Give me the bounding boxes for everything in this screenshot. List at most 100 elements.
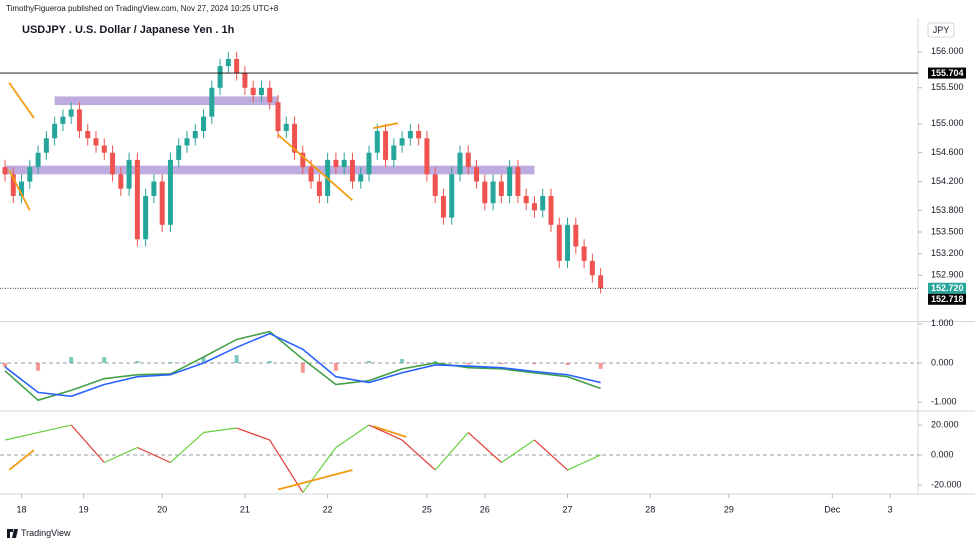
brand: TradingView	[21, 528, 71, 538]
candle-body	[19, 181, 25, 196]
candle-body	[35, 152, 41, 168]
histogram-bar	[69, 357, 74, 363]
oscillator-segment	[368, 424, 403, 441]
y-tick-label: 153.200	[931, 248, 964, 258]
y-tick-label: 154.200	[931, 176, 964, 186]
candle-body	[225, 58, 231, 67]
x-tick-label: 29	[724, 504, 734, 514]
price-label-box	[928, 293, 966, 305]
candle-body	[43, 138, 49, 153]
candle-body	[498, 181, 504, 196]
macd-line	[4, 330, 601, 402]
y-tick-label: 153.800	[931, 205, 964, 215]
y-tick-label: -20.000	[931, 479, 962, 489]
candle-body	[184, 138, 190, 146]
trendline	[277, 469, 353, 491]
price-label: 152.720	[931, 283, 964, 293]
candle-body	[250, 87, 256, 95]
price-label-box	[928, 67, 966, 79]
histogram-bar	[466, 362, 471, 365]
oscillator-segment	[534, 439, 568, 471]
candle-body	[424, 138, 430, 175]
histogram-bar	[433, 361, 438, 363]
oscillator-segment	[302, 447, 337, 493]
histogram-bar	[36, 362, 41, 371]
histogram-bar	[300, 362, 305, 373]
x-tick-label: 3	[888, 504, 893, 514]
candle-body	[507, 167, 513, 196]
candle-body	[449, 174, 455, 218]
x-tick-label: 20	[157, 504, 167, 514]
y-tick-label: 152.900	[931, 270, 964, 280]
oscillator-segment	[236, 427, 270, 441]
oscillator-segment	[501, 439, 535, 463]
x-tick-label: 25	[422, 504, 432, 514]
candle-body	[234, 58, 240, 74]
candle-body	[76, 109, 82, 132]
oscillator-segment	[434, 432, 469, 471]
candle-body	[366, 152, 372, 175]
x-tick-label: 27	[563, 504, 573, 514]
oscillator-segment	[104, 446, 138, 464]
candle-body	[465, 152, 471, 168]
price-label-box	[928, 282, 966, 294]
candle-body	[482, 181, 488, 204]
oscillator-segment	[170, 432, 204, 463]
candle-body	[151, 181, 157, 196]
oscillator-segment	[401, 439, 436, 471]
candle-body	[10, 174, 16, 196]
candle-body	[300, 152, 306, 168]
candle-body	[391, 145, 397, 160]
trendline	[8, 169, 31, 211]
candle-body	[457, 152, 463, 175]
zone	[54, 96, 278, 106]
candle-body	[556, 224, 562, 261]
oscillator-segment	[4, 431, 39, 441]
histogram-bar	[234, 355, 239, 363]
chart-title: USDJPY . U.S. Dollar / Japanese Yen . 1h	[22, 24, 235, 36]
candle-body	[515, 167, 521, 196]
x-tick-label: 26	[480, 504, 490, 514]
y-tick-label: 153.500	[931, 226, 964, 236]
candle-body	[316, 181, 322, 196]
y-tick-label: 154.600	[931, 147, 964, 157]
candle-body	[341, 159, 347, 168]
candle-body	[374, 131, 380, 153]
y-tick-label: -1.000	[931, 397, 957, 407]
candle-body	[159, 181, 165, 225]
candle-body	[581, 246, 587, 261]
histogram-bar	[565, 362, 570, 365]
candle-body	[598, 275, 604, 289]
y-tick-label: 155.000	[931, 118, 964, 128]
candle-body	[267, 87, 273, 103]
brand-logo	[7, 529, 18, 538]
y-tick-label: 156.000	[931, 46, 964, 56]
histogram-bar	[499, 362, 504, 365]
histogram-bar	[400, 359, 405, 363]
histogram-bar	[333, 362, 338, 371]
candle-body	[52, 123, 58, 139]
x-tick-label: 28	[645, 504, 655, 514]
candle-body	[292, 123, 298, 153]
histogram-bar	[102, 357, 107, 363]
oscillator-segment	[467, 432, 502, 463]
candle-body	[201, 116, 207, 132]
candle-body	[383, 131, 389, 160]
candle-body	[565, 224, 571, 261]
candle-body	[275, 102, 281, 132]
histogram-bar	[367, 361, 371, 363]
price-label: 155.704	[931, 68, 964, 78]
candle-body	[358, 174, 364, 182]
y-tick-label: 1.000	[931, 318, 954, 328]
candle-body	[474, 167, 480, 182]
candle-body	[548, 195, 554, 225]
oscillator-segment	[37, 424, 72, 434]
x-tick-label: 19	[79, 504, 89, 514]
macd-line	[4, 332, 601, 398]
trendline	[372, 425, 407, 438]
candle-body	[143, 195, 149, 240]
candle-body	[209, 87, 215, 117]
trendline	[8, 82, 35, 119]
